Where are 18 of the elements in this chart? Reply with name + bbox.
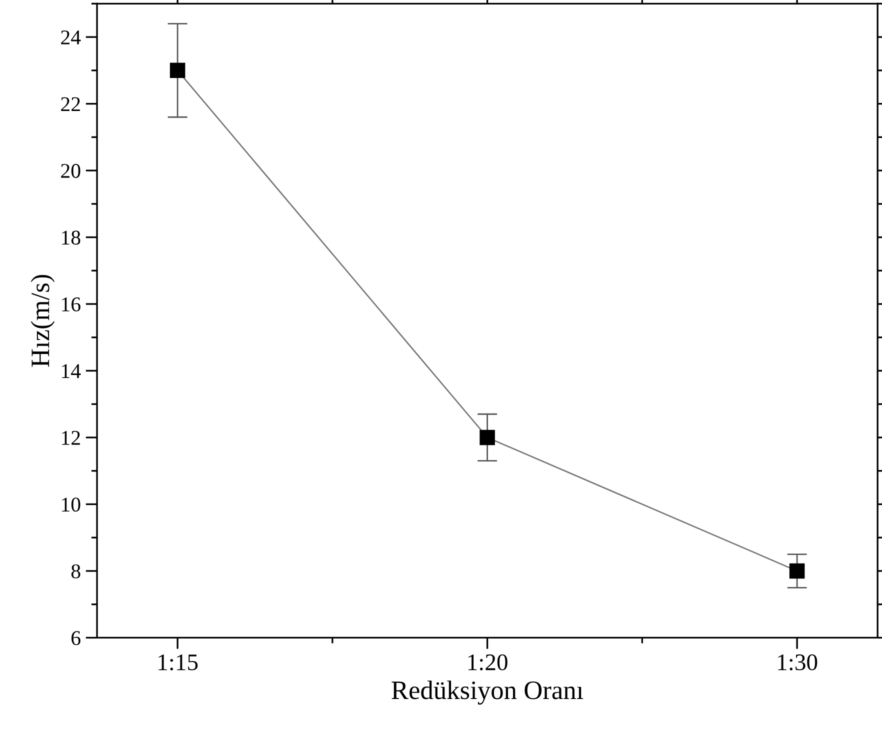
- point: [170, 62, 186, 78]
- y-tick-label: 18: [62, 230, 80, 245]
- x-tick-label: 1:30: [778, 654, 818, 670]
- y-tick-label: 22: [61, 97, 80, 112]
- y-tick-label: 24: [61, 30, 81, 44]
- y-axis-title: Hız(m/s): [30, 274, 55, 367]
- point: [789, 563, 805, 579]
- y-tick-label: 20: [61, 164, 80, 178]
- y-tick-label: 10: [62, 498, 80, 512]
- x-tick-label: 1:20: [468, 654, 508, 670]
- y-tick-label: 14: [62, 364, 81, 378]
- x-tick-label: 1:15: [158, 654, 198, 670]
- point: [480, 430, 495, 446]
- y-tick-label: 16: [62, 297, 80, 312]
- x-axis-title: Redüksiyon Oranı: [392, 680, 584, 705]
- y-tick-label: 12: [62, 430, 80, 445]
- y-tick-label: 6: [72, 631, 80, 646]
- y-tick-label: 8: [71, 564, 80, 578]
